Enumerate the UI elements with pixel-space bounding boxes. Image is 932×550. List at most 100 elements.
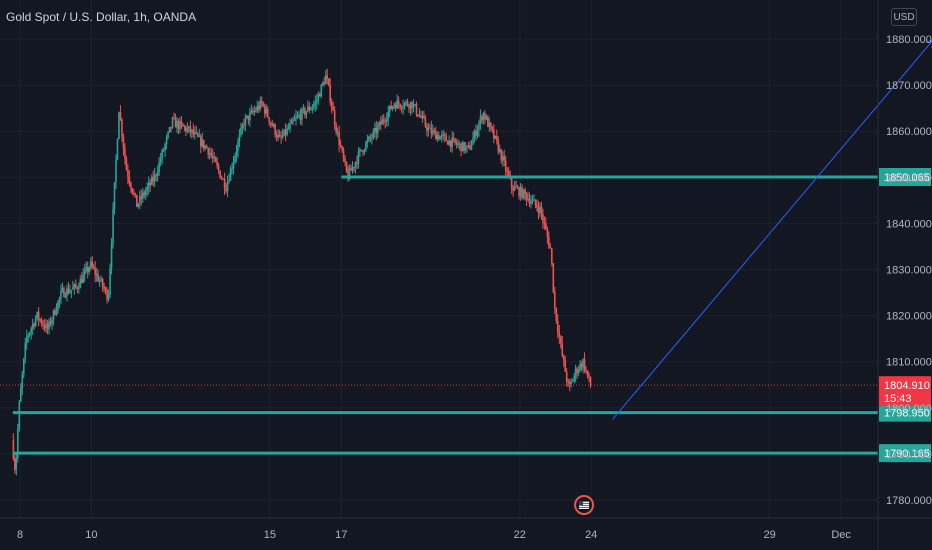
candle [516,184,519,190]
candle [463,141,465,154]
candle-body [159,159,162,163]
candle-body [388,105,391,112]
candle [246,115,248,119]
candle [22,357,25,379]
candle-body [365,142,367,151]
level-1790-label: 1790.165 [884,448,930,460]
candle-body [324,75,327,85]
candle [243,118,245,131]
candle [189,120,192,138]
candle [406,98,409,107]
candle-body [144,191,147,195]
candle-body [73,284,76,288]
flag-stripe [579,505,590,506]
candle-body [348,168,351,180]
candle-body [64,296,67,298]
candle [479,109,482,130]
price-tick-label: 1850.000 [886,172,932,184]
candle [283,129,285,137]
candle-body [506,170,509,172]
candle [164,142,166,157]
candle [482,112,485,125]
candle [525,192,528,206]
candle [476,125,479,139]
candle [324,69,327,85]
candle-body [335,124,337,133]
candle [408,103,410,114]
candle-body [171,117,174,128]
candle-body [359,149,361,153]
candle-body [194,132,196,135]
price-tick-label: 1810.000 [886,357,932,369]
candle-body [34,318,37,326]
candle [149,179,152,192]
candle-body [168,126,171,132]
candle [506,167,509,176]
candle [484,110,486,124]
candle [333,106,336,130]
us-flag-icon[interactable] [574,495,595,515]
candle [15,452,18,476]
candle [40,316,43,328]
candle [284,123,287,142]
candle [141,187,144,203]
candle [357,147,360,169]
candles [12,68,592,476]
candle-body [165,137,168,145]
candle-body [554,291,556,308]
trend-arrow[interactable] [612,39,932,420]
candle-body [357,152,360,164]
candle [371,133,373,145]
candle [269,121,272,128]
candle-body [555,307,558,321]
candle [85,261,88,274]
candle [272,122,275,129]
candle-body [442,134,445,136]
candle [240,122,242,137]
candle [171,116,174,130]
candle-body [402,106,404,109]
candle-body [512,187,514,191]
candle [568,378,571,392]
candle [281,128,284,140]
candle-body [513,186,516,191]
candle-body [89,261,92,268]
candle [493,124,495,144]
currency-badge[interactable]: USD [891,8,917,26]
candle-body [307,106,309,112]
candle-body [188,126,190,129]
candle [308,101,311,114]
candle [134,192,137,198]
candle [495,129,498,145]
candle-body [353,167,355,169]
candle-body [179,121,181,129]
time-tick-label: 29 [764,529,776,541]
candle-body [246,115,248,118]
trend-arrow-line[interactable] [612,39,932,420]
candle [69,284,71,294]
candle [298,110,300,119]
flag-stripe [579,503,590,504]
candle-body [393,104,395,107]
candle-body [134,193,137,195]
candle-body [585,370,587,372]
candle-body [27,335,30,337]
candle-body [460,143,462,152]
candle-body [452,137,455,139]
candle-body [336,132,339,134]
candle-body [150,177,153,185]
event-markers[interactable] [574,495,595,515]
candle [88,266,91,275]
candle-body [98,280,101,282]
candle [433,127,436,135]
symbol-title: Gold Spot / U.S. Dollar, 1h, OANDA [6,10,196,24]
candle [33,321,35,330]
candle [353,166,355,173]
candle [488,117,491,132]
candle-body [107,294,110,300]
candle [379,116,382,130]
candle [400,105,403,114]
candle [204,144,207,151]
